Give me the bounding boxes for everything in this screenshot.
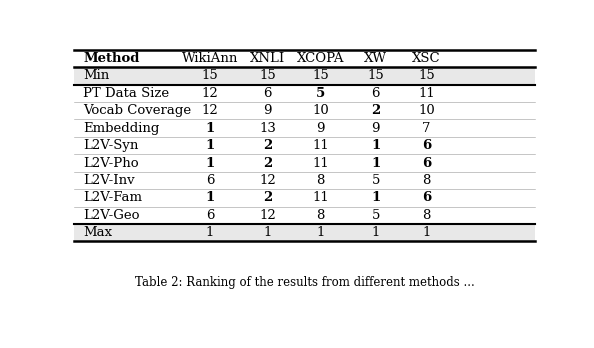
Text: 6: 6	[422, 191, 431, 204]
Text: 12: 12	[202, 104, 219, 117]
Text: 2: 2	[371, 104, 380, 117]
Text: 6: 6	[263, 87, 272, 100]
Text: 15: 15	[202, 69, 219, 82]
Text: XNLI: XNLI	[250, 52, 285, 65]
Text: L2V-Fam: L2V-Fam	[83, 191, 143, 204]
Text: 9: 9	[371, 122, 380, 135]
Text: Min: Min	[83, 69, 110, 82]
Text: 2: 2	[263, 157, 272, 169]
Text: 11: 11	[312, 191, 329, 204]
Text: XW: XW	[364, 52, 387, 65]
Text: L2V-Syn: L2V-Syn	[83, 139, 139, 152]
Text: L2V-Geo: L2V-Geo	[83, 209, 140, 222]
Text: 10: 10	[418, 104, 435, 117]
Text: 5: 5	[372, 209, 380, 222]
Text: 5: 5	[372, 174, 380, 187]
Text: 1: 1	[317, 226, 325, 239]
Text: Table 2: Ranking of the results from different methods ...: Table 2: Ranking of the results from dif…	[135, 276, 474, 290]
Text: 2: 2	[263, 139, 272, 152]
Text: 1: 1	[206, 139, 214, 152]
Text: WikiAnn: WikiAnn	[182, 52, 238, 65]
Text: 2: 2	[263, 191, 272, 204]
Text: 1: 1	[371, 139, 380, 152]
Text: 6: 6	[371, 87, 380, 100]
Text: 1: 1	[206, 122, 214, 135]
Text: 8: 8	[422, 174, 431, 187]
Text: 8: 8	[317, 174, 325, 187]
Text: 5: 5	[316, 87, 325, 100]
Text: XCOPA: XCOPA	[297, 52, 345, 65]
Text: 1: 1	[263, 226, 272, 239]
Text: 8: 8	[422, 209, 431, 222]
Text: 12: 12	[202, 87, 219, 100]
Text: 7: 7	[422, 122, 431, 135]
Text: 6: 6	[206, 209, 214, 222]
Text: 1: 1	[371, 191, 380, 204]
Text: L2V-Inv: L2V-Inv	[83, 174, 135, 187]
Text: 15: 15	[259, 69, 276, 82]
Text: 15: 15	[368, 69, 384, 82]
FancyBboxPatch shape	[74, 67, 535, 85]
Text: 9: 9	[316, 122, 325, 135]
Text: 1: 1	[206, 157, 214, 169]
Text: 10: 10	[312, 104, 329, 117]
Text: 6: 6	[422, 157, 431, 169]
Text: XSC: XSC	[412, 52, 441, 65]
Text: L2V-Pho: L2V-Pho	[83, 157, 139, 169]
Text: 11: 11	[418, 87, 435, 100]
Text: 13: 13	[259, 122, 276, 135]
Text: 11: 11	[312, 139, 329, 152]
Text: Max: Max	[83, 226, 113, 239]
Text: 12: 12	[259, 209, 276, 222]
Text: Method: Method	[83, 52, 140, 65]
Text: 1: 1	[372, 226, 380, 239]
Text: 6: 6	[422, 139, 431, 152]
Text: 15: 15	[418, 69, 435, 82]
Text: Embedding: Embedding	[83, 122, 160, 135]
Text: Vocab Coverage: Vocab Coverage	[83, 104, 192, 117]
Text: 1: 1	[206, 226, 214, 239]
Text: 12: 12	[259, 174, 276, 187]
Text: 9: 9	[263, 104, 272, 117]
Text: PT Data Size: PT Data Size	[83, 87, 169, 100]
Text: 6: 6	[206, 174, 214, 187]
Text: 11: 11	[312, 157, 329, 169]
Text: 15: 15	[312, 69, 329, 82]
Text: 1: 1	[371, 157, 380, 169]
FancyBboxPatch shape	[74, 224, 535, 242]
Text: 1: 1	[422, 226, 431, 239]
Text: 1: 1	[206, 191, 214, 204]
Text: 8: 8	[317, 209, 325, 222]
